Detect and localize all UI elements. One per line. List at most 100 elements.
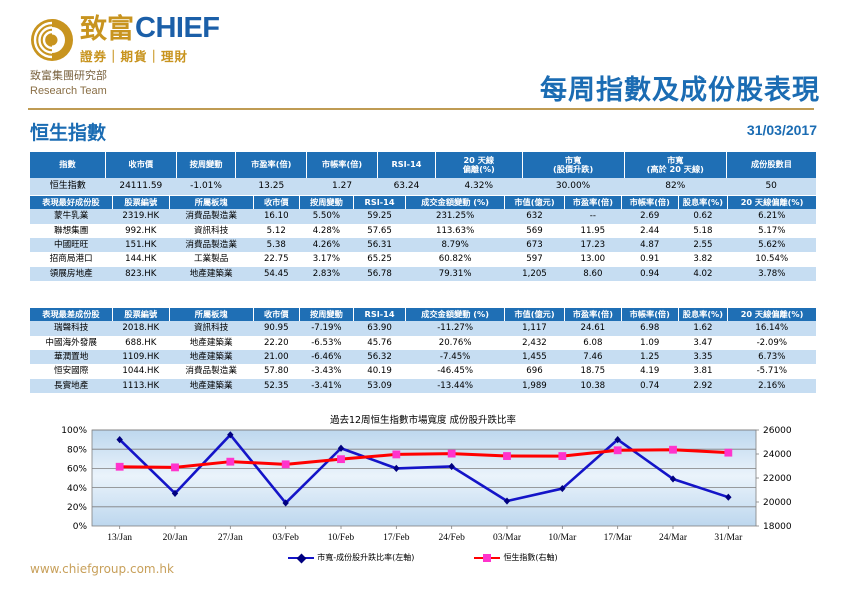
cell-r0-c10: 0.62 xyxy=(678,209,728,224)
chart-canvas: 0% 20% 40% 60% 80% 100% 18000 20000 22000 24000 26… xyxy=(61,426,792,543)
cell-r0-c1: 24111.59 xyxy=(105,178,177,195)
cell-r4-c2: 地產建築業 xyxy=(169,378,254,393)
worst-performers-table: 表現最差成份股 股票編號 所屬板塊 收市價 按周變動 RSI-14 成交金額變動 (%) 市值… xyxy=(30,308,816,393)
table-row: 華潤置地 1109.HK 地產建築業 21.00 -6.46% 56.32 -7.45% 1,… xyxy=(30,350,816,365)
cell-r4-c7: 1,205 xyxy=(504,266,565,281)
cell-r4-c2: 地產建築業 xyxy=(169,266,254,281)
column-header-5: RSI-14 xyxy=(353,308,407,322)
cell-r1-c3: 5.12 xyxy=(253,223,300,239)
cell-r3-c5: 40.19 xyxy=(353,364,406,379)
cell-r2-c0: 中國旺旺 xyxy=(30,238,113,253)
logo-chinese-name: 致富 xyxy=(80,14,134,45)
column-header-11: 20 天線偏離(%) xyxy=(727,196,816,210)
cell-r2-c8: 17.23 xyxy=(564,238,622,253)
cell-r0-c5: 59.25 xyxy=(353,209,406,224)
cell-r1-c9: 2.44 xyxy=(621,223,679,239)
column-header-8: 市寬 (高於 20 天線) xyxy=(624,152,727,178)
cell-r0-c6: 4.32% xyxy=(435,178,522,195)
cell-r2-c3: 5.38 xyxy=(253,238,300,253)
column-header-4: 市帳率(倍) xyxy=(306,152,378,178)
cell-r4-c1: 1113.HK xyxy=(112,378,170,393)
column-header-9: 市帳率(倍) xyxy=(621,308,679,322)
column-header-7: 市值(億元) xyxy=(504,308,565,322)
chart-legend: 市寬-成份股升跌比率(左軸) 恒生指數(右軸) xyxy=(30,552,816,563)
logo-tagline: 證券｜期貨｜理財 xyxy=(80,49,189,64)
cell-r4-c11: 3.78% xyxy=(727,266,816,281)
cell-r0-c7: 632 xyxy=(504,209,565,224)
cell-r0-c11: 16.14% xyxy=(727,321,816,336)
cell-r0-c4: 5.50% xyxy=(299,209,354,224)
page-title: 每周指數及成份股表現 xyxy=(540,75,820,106)
cell-r3-c6: -46.45% xyxy=(405,364,505,379)
table-header-row: 表現最差成份股 股票編號 所屬板塊 收市價 按周變動 RSI-14 成交金額變動 (%) 市值… xyxy=(30,308,816,322)
cell-r2-c9: 1.25 xyxy=(621,350,679,365)
cell-r0-c3: 16.10 xyxy=(253,209,300,224)
cell-r0-c6: -11.27% xyxy=(405,321,505,336)
cell-r4-c6: 79.31% xyxy=(405,266,505,281)
cell-r0-c7: 1,117 xyxy=(504,321,565,336)
cell-r2-c0: 華潤置地 xyxy=(30,350,113,365)
table-row: 中國海外發展 688.HK 地產建築業 22.20 -6.53% 45.76 20.76% 2… xyxy=(30,335,816,351)
table-header-row: 指數 收市價 按周變動 市盈率(倍) 市帳率(倍) RSI-14 20 天線 偏離(%) 市寬(… xyxy=(30,152,816,178)
svg-text:24/Mar: 24/Mar xyxy=(659,533,688,543)
svg-text:13/Jan: 13/Jan xyxy=(107,533,132,543)
cell-r2-c10: 2.55 xyxy=(678,238,728,253)
cell-r0-c7: 30.00% xyxy=(522,178,625,195)
cell-r0-c3: 90.95 xyxy=(253,321,300,336)
svg-text:20000: 20000 xyxy=(763,498,792,508)
cell-r1-c10: 5.18 xyxy=(678,223,728,239)
cell-r4-c9: 0.94 xyxy=(621,266,679,281)
column-header-8: 市盈率(倍) xyxy=(564,308,622,322)
table-row: 恒生指數 24111.59 -1.01% 13.25 1.27 63.24 4.32% 30.… xyxy=(30,178,816,195)
legend-swatch-icon xyxy=(288,553,315,563)
legend-label: 市寬-成份股升跌比率(左軸) xyxy=(317,553,415,562)
cell-r4-c10: 2.92 xyxy=(678,378,728,393)
table-header-row: 表現最好成份股 股票編號 所屬板塊 收市價 按周變動 RSI-14 成交金額變動 (%) 市值… xyxy=(30,196,816,210)
cell-r0-c5: 63.24 xyxy=(377,178,436,195)
cell-r1-c2: 資訊科技 xyxy=(169,223,254,239)
cell-r0-c8: 82% xyxy=(624,178,727,195)
cell-r4-c0: 領展房地產 xyxy=(30,266,113,281)
cell-r4-c9: 0.74 xyxy=(621,378,679,393)
cell-r4-c4: -3.41% xyxy=(299,378,354,393)
svg-text:31/Mar: 31/Mar xyxy=(714,533,743,543)
column-header-8: 市盈率(倍) xyxy=(564,196,622,210)
research-team-en: Research Team xyxy=(30,84,107,97)
table-body: 蒙牛乳業 2319.HK 消費品製造業 16.10 5.50% 59.25 231.25% 6… xyxy=(30,209,816,281)
cell-r2-c4: -6.46% xyxy=(299,350,354,365)
cell-r3-c9: 4.19 xyxy=(621,364,679,379)
cell-r1-c8: 6.08 xyxy=(564,335,622,351)
column-header-9: 市帳率(倍) xyxy=(621,196,679,210)
footer-website-url: www.chiefgroup.com.hk xyxy=(30,562,174,576)
page-header: 致富 CHIEF 證券｜期貨｜理財 致富集團研究部 Research Team … xyxy=(0,0,842,112)
cell-r3-c0: 招商局港口 xyxy=(30,252,113,267)
cell-r2-c4: 4.26% xyxy=(299,238,354,253)
cell-r2-c3: 21.00 xyxy=(253,350,300,365)
cell-r0-c9: 2.69 xyxy=(621,209,679,224)
cell-r0-c1: 2018.HK xyxy=(112,321,170,336)
svg-text:60%: 60% xyxy=(67,465,87,475)
column-header-9: 成份股數目 xyxy=(726,152,816,178)
column-header-5: RSI-14 xyxy=(377,152,437,178)
cell-r1-c4: 4.28% xyxy=(299,223,354,239)
cell-r2-c11: 6.73% xyxy=(727,350,816,365)
cell-r2-c10: 3.35 xyxy=(678,350,728,365)
chart-title: 過去12周恒生指數市場寬度 成份股升跌比率 xyxy=(329,415,517,426)
svg-text:17/Mar: 17/Mar xyxy=(604,533,633,543)
cell-r0-c4: 1.27 xyxy=(306,178,378,195)
svg-text:24000: 24000 xyxy=(763,450,792,460)
legend-item-1: 恒生指數(右軸) xyxy=(474,552,558,563)
cell-r3-c11: -5.71% xyxy=(727,364,816,379)
cell-r0-c3: 13.25 xyxy=(235,178,307,195)
svg-text:100%: 100% xyxy=(61,426,87,436)
report-date: 31/03/2017 xyxy=(746,122,817,138)
column-header-3: 收市價 xyxy=(253,196,300,210)
cell-r2-c11: 5.62% xyxy=(727,238,816,253)
cell-r3-c5: 65.25 xyxy=(353,252,406,267)
cell-r4-c1: 823.HK xyxy=(112,266,170,281)
cell-r0-c0: 瑞聲科技 xyxy=(30,321,113,336)
cell-r0-c5: 63.90 xyxy=(353,321,406,336)
cell-r1-c8: 11.95 xyxy=(564,223,622,239)
svg-text:20%: 20% xyxy=(67,503,87,513)
market-breadth-chart: 過去12周恒生指數市場寬度 成份股升跌比率 0% 20% 40% 60% 80% 100%… xyxy=(30,412,816,563)
